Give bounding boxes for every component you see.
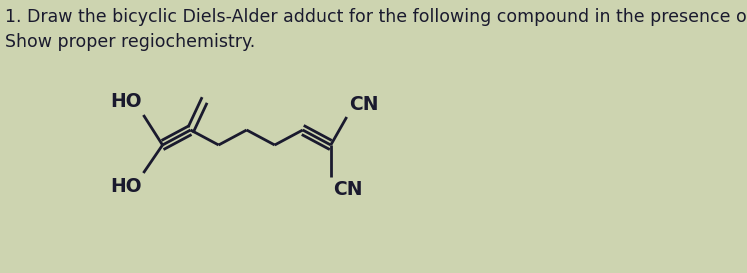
Text: CN: CN bbox=[333, 180, 363, 199]
Text: HO: HO bbox=[110, 177, 141, 196]
Text: Show proper regiochemistry.: Show proper regiochemistry. bbox=[5, 33, 255, 51]
Text: CN: CN bbox=[350, 95, 379, 114]
Text: 1. Draw the bicyclic Diels-Alder adduct for the following compound in the presen: 1. Draw the bicyclic Diels-Alder adduct … bbox=[5, 8, 747, 26]
Text: HO: HO bbox=[110, 92, 141, 111]
